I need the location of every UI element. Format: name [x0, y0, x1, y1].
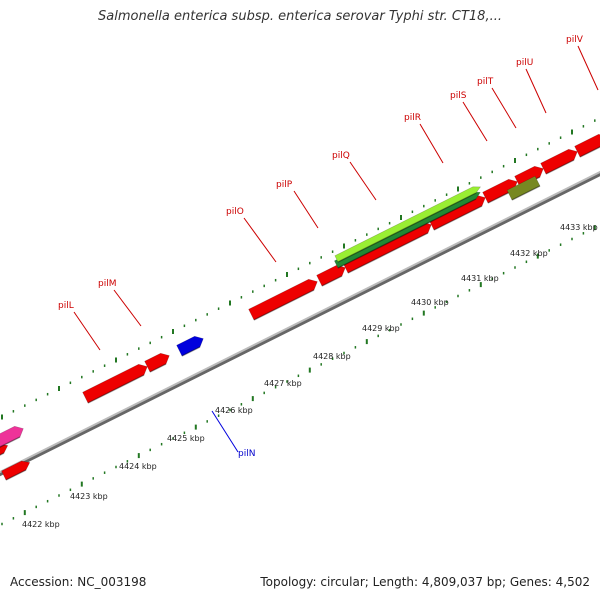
- feature-arrow: [334, 191, 481, 269]
- feature-track: [0, 133, 600, 481]
- gene-label-pilN: pilN: [238, 449, 255, 459]
- scale-label: 4423 kbp: [70, 492, 108, 501]
- accession-text: Accession: NC_003198: [10, 575, 147, 589]
- topology-summary-text: Topology: circular; Length: 4,809,037 bp…: [260, 575, 590, 589]
- gene-arrow: [1, 460, 31, 481]
- upper-tick-ring: [1, 119, 596, 420]
- feature-arrow: [506, 175, 541, 201]
- callout-line: [349, 161, 377, 201]
- callout-line: [419, 123, 444, 164]
- gene-label-pilP: pilP: [276, 180, 293, 190]
- feature-arrow-edge: [511, 185, 541, 201]
- callout-line: [211, 410, 239, 453]
- scale-labels: 4422 kbp 4423 kbp 4424 kbp 4425 kbp 4426 kbp…: [22, 223, 598, 529]
- callout-line: [462, 101, 488, 142]
- callout-line: [243, 217, 277, 263]
- lower-tick-ring: [1, 225, 596, 526]
- scale-label: 4427 kbp: [264, 379, 302, 388]
- callout-line: [525, 68, 547, 114]
- callout-line: [293, 190, 319, 229]
- gene-arrow: [514, 165, 544, 188]
- scale-label: 4424 kbp: [119, 462, 157, 471]
- feature-arrow-edge: [0, 436, 21, 448]
- gene-arrow: [176, 335, 204, 357]
- feature-arrow: [334, 186, 482, 263]
- callout-line: [577, 45, 599, 91]
- gene-arrow-edge: [0, 452, 5, 456]
- gene-arrow-edge: [253, 289, 315, 321]
- gene-label-pilO: pilO: [226, 207, 244, 217]
- gene-arrow: [574, 133, 600, 158]
- gene-arrow-edge: [181, 346, 201, 357]
- callout-line: [491, 87, 517, 129]
- backbone-highlight: [0, 170, 600, 474]
- scale-label: 4430 kbp: [411, 298, 449, 307]
- scale-label: 4425 kbp: [167, 434, 205, 443]
- scale-label: 4429 kbp: [362, 324, 400, 333]
- gene-arrow-edge: [433, 205, 483, 231]
- gene-label-pilV: pilV: [566, 35, 584, 45]
- gene-arrow: [540, 148, 578, 175]
- gene-callouts: pilL pilM pilN pilO pilP pilQ pilR pilS pilT pilU…: [58, 35, 599, 459]
- gene-label-pilM: pilM: [98, 279, 116, 289]
- feature-arrow-edge: [337, 192, 477, 263]
- gene-label-pilT: pilT: [477, 77, 494, 87]
- feature-arrow-edge: [337, 198, 477, 269]
- gene-arrow-edge: [149, 363, 167, 373]
- gene-arrow-edge: [545, 159, 575, 175]
- gene-label-pilQ: pilQ: [332, 151, 350, 161]
- scale-label: 4428 kbp: [313, 352, 351, 361]
- gene-arrow: [248, 278, 318, 321]
- callout-line: [73, 311, 101, 351]
- gene-label-pilS: pilS: [450, 91, 467, 101]
- gene-label-pilR: pilR: [404, 113, 421, 123]
- feature-arrow: [0, 425, 24, 448]
- gene-arrow-edge: [579, 146, 600, 158]
- gene-arrow-edge: [321, 275, 343, 287]
- gene-arrow: [316, 264, 346, 287]
- gene-arrow: [144, 352, 170, 373]
- gene-arrow: [82, 363, 148, 404]
- scale-label: 4422 kbp: [22, 520, 60, 529]
- scale-label: 4431 kbp: [461, 274, 499, 283]
- gene-arrow-edge: [87, 374, 145, 404]
- scale-label: 4432 kbp: [510, 249, 548, 258]
- gene-label-pilL: pilL: [58, 301, 74, 311]
- scale-label: 4433 kbp: [560, 223, 598, 232]
- gene-arrow-edge: [5, 469, 27, 481]
- map-title: Salmonella enterica subsp. enterica sero…: [98, 9, 502, 24]
- backbone-line: [0, 170, 600, 477]
- backbone-shadow: [0, 171, 600, 477]
- gene-label-pilU: pilU: [516, 58, 533, 68]
- scale-label: 4426 kbp: [215, 406, 253, 415]
- callout-line: [113, 289, 142, 327]
- gene-arrow-edge: [347, 232, 429, 274]
